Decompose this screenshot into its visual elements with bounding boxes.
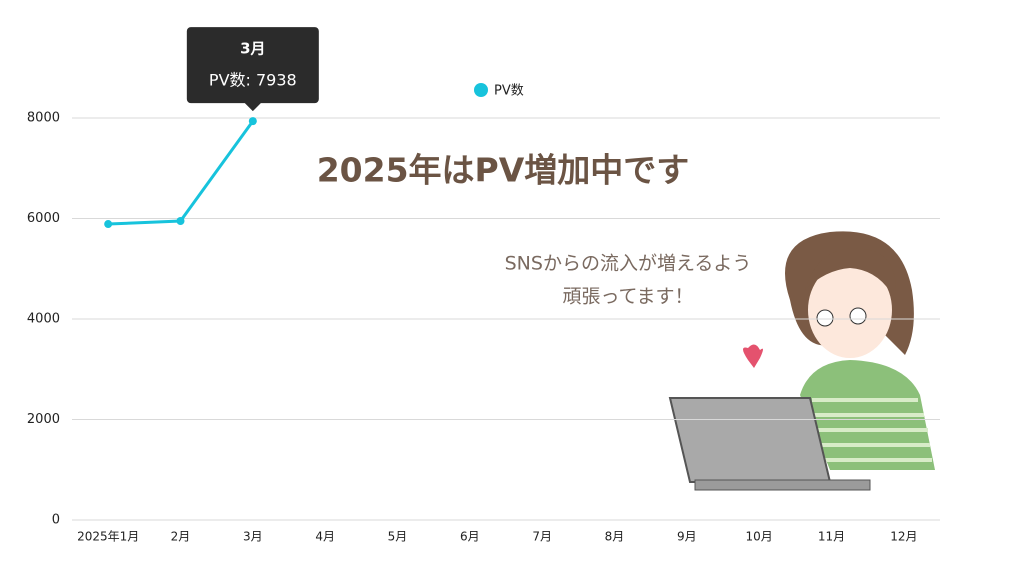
point [176,217,185,226]
note: 頑張ってます！ [562,286,693,308]
eye [816,309,834,327]
x-tick-label: 10月 [746,530,773,544]
note: SNSからの流入が増えるよう [505,253,752,275]
face [808,262,892,358]
x-tick-label: 6月 [460,530,480,544]
y-tick-label: 6000 [27,211,60,226]
laptop [668,397,832,483]
tooltip: 3月 PV数: 7938 [186,27,319,112]
x-tick-label: 8月 [605,530,625,544]
heart [743,344,763,368]
x-tick-label: 12月 [890,530,917,544]
bangs [805,248,896,300]
x-tick-label: 2月 [171,530,191,544]
x-tick-label: 5月 [388,530,408,544]
x-tick-label: 2025年1月 [77,530,139,544]
eye [849,307,867,325]
headline: 2025年はPV増加中です [317,151,690,190]
tooltip-label: PV数: 7938 [209,71,297,90]
laptop-base [694,479,871,491]
tooltip-box [186,27,319,112]
y-tick-label: 8000 [27,111,60,126]
y-tick-label: 2000 [27,412,60,427]
point [104,220,113,229]
stripes [806,398,932,462]
y-tick-label: 4000 [27,312,60,327]
point [248,117,257,126]
x-tick-label: 7月 [532,530,552,544]
x-tick-label: 4月 [315,530,335,544]
y-tick-label: 0 [52,513,60,528]
tooltip-title: 3月 [240,40,265,58]
legend-label: PV数 [494,84,524,99]
series-line [108,120,255,226]
x-tick-label: 9月 [677,530,697,544]
legend-marker [474,83,488,97]
x-tick-label: 11月 [818,530,845,544]
x-tick-label: 3月 [243,530,263,544]
